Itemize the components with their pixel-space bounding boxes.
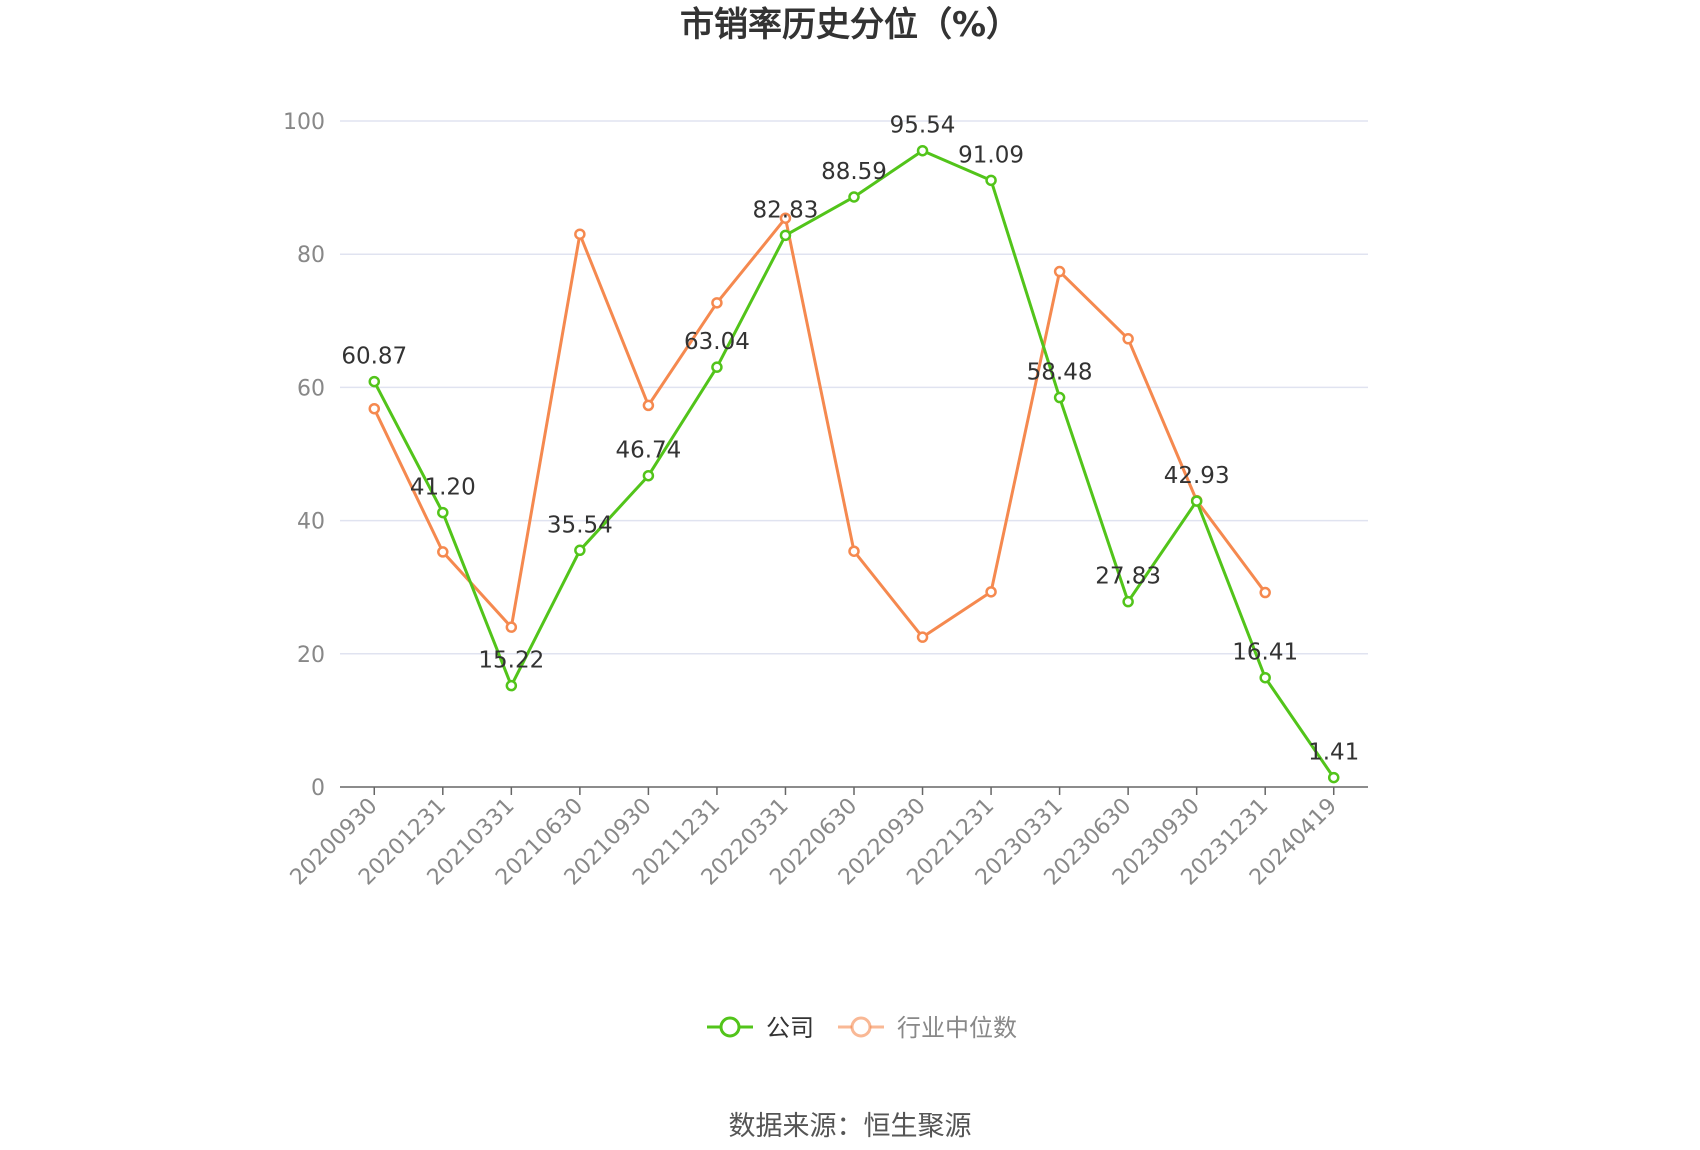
company-data-label: 63.04 xyxy=(684,329,750,355)
y-tick-label: 80 xyxy=(297,243,325,268)
company-data-label: 46.74 xyxy=(615,438,681,464)
company-data-label: 1.41 xyxy=(1308,740,1359,766)
industry-data-point[interactable] xyxy=(437,546,449,558)
company-data-point[interactable] xyxy=(711,361,723,373)
series-points xyxy=(368,144,1340,784)
industry-series-line xyxy=(372,216,1267,639)
company-data-label: 95.54 xyxy=(890,113,956,139)
company-data-point[interactable] xyxy=(916,144,929,157)
y-axis-ticks: 0 20 40 60 80 100 xyxy=(283,110,325,801)
company-data-label: 16.41 xyxy=(1232,640,1298,666)
company-data-point[interactable] xyxy=(779,229,792,242)
industry-data-point[interactable] xyxy=(1053,265,1066,278)
company-data-label: 42.93 xyxy=(1164,463,1230,489)
industry-data-point[interactable] xyxy=(779,212,792,224)
industry-data-point[interactable] xyxy=(368,402,381,415)
company-data-label: 60.87 xyxy=(341,344,407,370)
y-tick-label: 60 xyxy=(297,376,325,401)
company-data-label: 58.48 xyxy=(1027,360,1093,386)
x-axis: 2020093020201231202103312021063020210930… xyxy=(286,786,1368,890)
company-data-point[interactable] xyxy=(368,375,381,388)
chart-title: 市销率历史分位（%） xyxy=(680,5,1020,45)
y-tick-label: 0 xyxy=(311,776,325,801)
legend-industry-marker xyxy=(850,1016,872,1038)
industry-data-point[interactable] xyxy=(642,399,655,412)
industry-data-point[interactable] xyxy=(1259,586,1271,599)
industry-data-point[interactable] xyxy=(574,228,586,240)
y-tick-label: 40 xyxy=(297,510,325,535)
legend-item-company[interactable]: 公司 xyxy=(707,1014,814,1042)
company-data-label: 91.09 xyxy=(958,142,1024,168)
legend-company-label: 公司 xyxy=(766,1014,814,1042)
legend: 公司 行业中位数 xyxy=(707,1014,1017,1042)
industry-data-point[interactable] xyxy=(848,545,860,557)
legend-item-industry[interactable]: 行业中位数 xyxy=(838,1014,1017,1042)
company-data-label: 88.59 xyxy=(821,159,887,185)
grid-lines xyxy=(340,120,1368,655)
company-data-point[interactable] xyxy=(1259,671,1271,684)
company-data-point[interactable] xyxy=(574,544,586,557)
company-data-point[interactable] xyxy=(505,679,518,692)
company-data-label: 82.83 xyxy=(753,197,819,223)
company-data-point[interactable] xyxy=(985,174,997,187)
company-data-label: 15.22 xyxy=(478,648,544,674)
legend-company-marker xyxy=(719,1016,741,1038)
company-data-point[interactable] xyxy=(848,191,860,203)
company-data-point[interactable] xyxy=(1053,391,1066,404)
company-data-point[interactable] xyxy=(1122,595,1134,608)
company-data-label: 27.83 xyxy=(1095,564,1161,590)
y-tick-label: 20 xyxy=(297,643,325,668)
company-data-point[interactable] xyxy=(1190,495,1203,507)
industry-data-point[interactable] xyxy=(711,297,723,309)
industry-data-point[interactable] xyxy=(985,586,997,598)
industry-data-point[interactable] xyxy=(505,621,518,633)
data-source-note: 数据来源：恒生聚源 xyxy=(729,1111,972,1142)
y-tick-label: 100 xyxy=(283,110,325,135)
company-data-point[interactable] xyxy=(437,506,449,519)
industry-data-point[interactable] xyxy=(1122,333,1134,345)
company-data-point[interactable] xyxy=(1327,771,1340,784)
company-data-label: 35.54 xyxy=(547,512,613,538)
industry-data-point[interactable] xyxy=(916,631,929,643)
data-labels: 60.87 41.20 15.22 35.54 46.74 63.04 82.8388.59… xyxy=(341,113,1359,766)
company-data-label: 41.20 xyxy=(410,475,476,501)
company-data-point[interactable] xyxy=(642,469,655,482)
legend-industry-label: 行业中位数 xyxy=(897,1014,1017,1042)
